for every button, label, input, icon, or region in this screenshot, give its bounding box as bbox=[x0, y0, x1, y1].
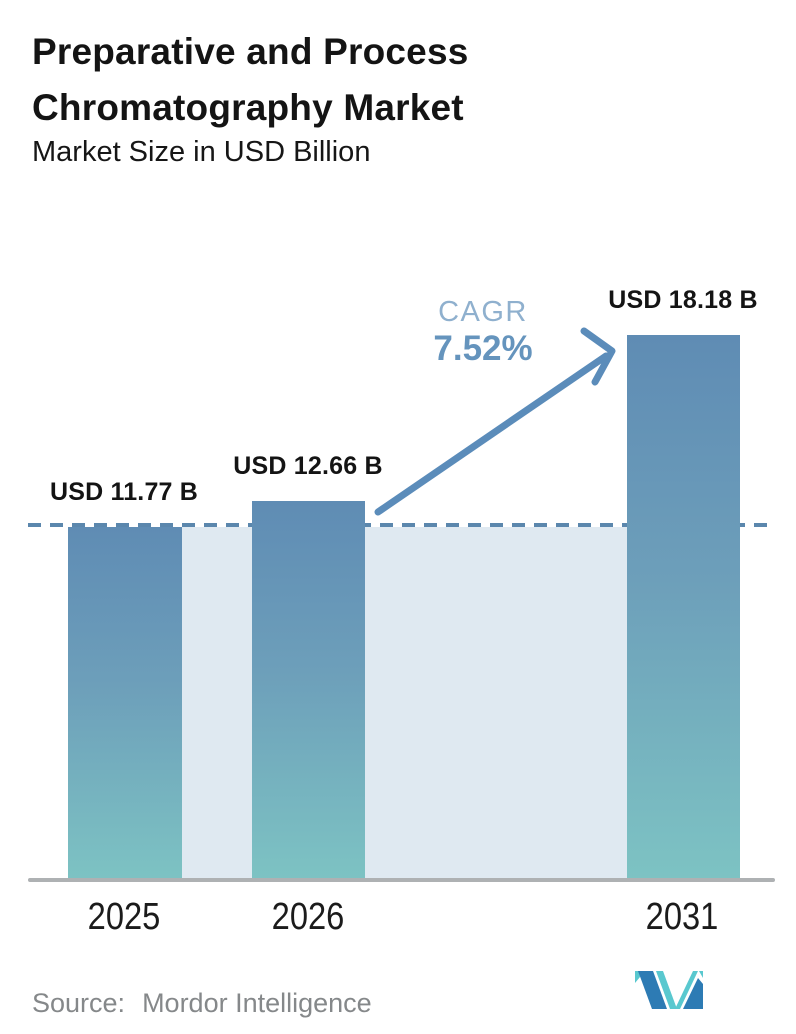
value-label-2025: USD 11.77 B bbox=[49, 478, 199, 506]
source-label: Source: bbox=[32, 988, 126, 1018]
value-label-2031: USD 18.18 B bbox=[608, 286, 758, 314]
chart-subtitle: Market Size in USD Billion bbox=[32, 136, 371, 168]
source-line: Source: Mordor Intelligence bbox=[32, 988, 372, 1019]
source-value: Mordor Intelligence bbox=[142, 988, 372, 1018]
title-line-1: Preparative and Process bbox=[32, 31, 469, 72]
title-line-2: Chromatography Market bbox=[32, 87, 464, 128]
x-axis-line bbox=[28, 878, 775, 882]
bar-2026 bbox=[252, 501, 365, 880]
bar-2031 bbox=[627, 335, 740, 880]
value-label-2026: USD 12.66 B bbox=[233, 452, 383, 480]
x-tick-2025: 2025 bbox=[87, 896, 161, 938]
x-tick-2026: 2026 bbox=[271, 896, 345, 938]
cagr-value: 7.52% bbox=[433, 329, 533, 368]
cagr-label: CAGR bbox=[438, 296, 528, 328]
x-tick-2031: 2031 bbox=[645, 896, 719, 938]
bar-2025 bbox=[68, 527, 182, 880]
page-title: Preparative and Process Chromatography M… bbox=[32, 24, 469, 136]
mordor-intelligence-logo-icon bbox=[635, 971, 703, 1009]
